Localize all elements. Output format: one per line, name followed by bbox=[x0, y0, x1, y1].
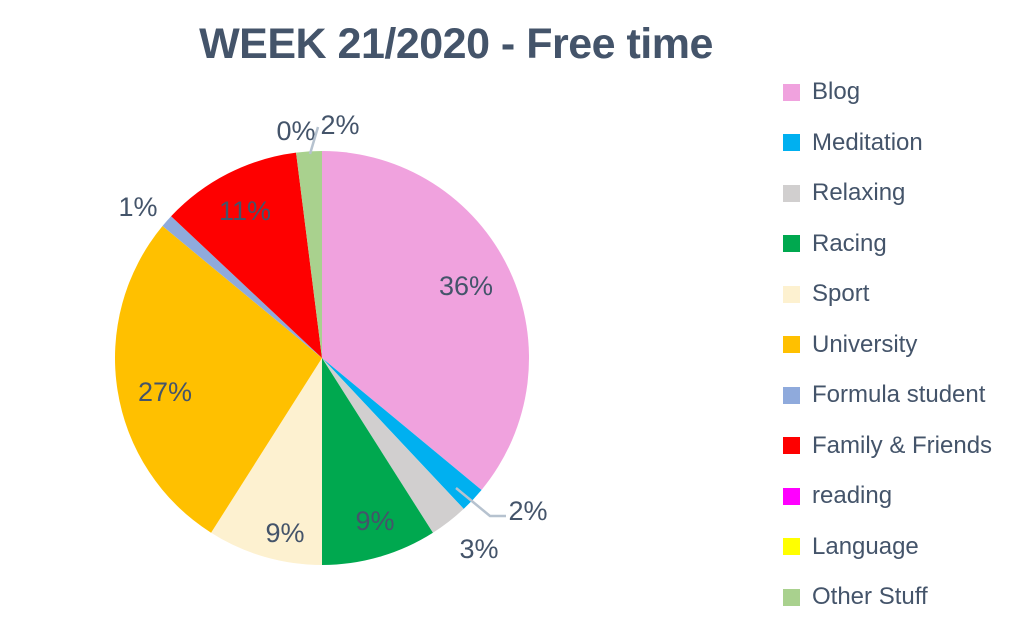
chart-title: WEEK 21/2020 - Free time bbox=[199, 20, 713, 68]
pie-slice-formula-student bbox=[162, 216, 322, 358]
legend-swatch-reading bbox=[783, 487, 800, 505]
legend-item-language: Language bbox=[783, 533, 1023, 561]
legend-item-sport: Sport bbox=[783, 280, 1023, 308]
pie-label-meditation: 2% bbox=[508, 496, 547, 526]
legend-swatch-sport bbox=[783, 285, 800, 303]
legend-label-reading: reading bbox=[812, 482, 893, 509]
legend-item-reading: reading bbox=[783, 482, 1023, 510]
legend-label-formula-student: Formula student bbox=[812, 381, 986, 408]
pie-label-family-friends: 11% bbox=[219, 196, 271, 226]
legend-swatch-racing bbox=[783, 235, 800, 252]
legend-swatch-formula-student bbox=[783, 386, 800, 404]
pie-label-blog: 36% bbox=[439, 271, 493, 301]
pie-label-relaxing: 3% bbox=[459, 534, 498, 564]
legend-label-language: Language bbox=[812, 532, 919, 560]
pie-slice-racing bbox=[322, 358, 433, 566]
legend-label-university: University bbox=[812, 330, 918, 358]
legend-item-meditation: Meditation bbox=[783, 129, 1023, 157]
pie-label-formula-student: 1% bbox=[118, 192, 157, 222]
legend-item-racing: Racing bbox=[783, 230, 1023, 258]
legend-label-relaxing: Relaxing bbox=[812, 179, 906, 206]
pie-slice-other-stuff bbox=[296, 151, 322, 358]
legend-label-racing: Racing bbox=[812, 229, 887, 257]
pie-slice-blog bbox=[322, 151, 530, 490]
legend-item-relaxing: Relaxing bbox=[783, 179, 1023, 207]
legend-swatch-meditation bbox=[783, 134, 800, 151]
legend-item-university: University bbox=[783, 331, 1023, 359]
legend-label-family-friends: Family & Friends bbox=[812, 431, 993, 459]
pie-slice-family-friends bbox=[171, 152, 322, 358]
legend-swatch-family-friends bbox=[783, 437, 800, 454]
legend-item-other-stuff: Other Stuff bbox=[783, 583, 1023, 611]
legend-swatch-relaxing bbox=[783, 184, 800, 202]
legend-swatch-language bbox=[783, 538, 800, 555]
pie-label-reading: 0% bbox=[276, 116, 315, 146]
legend-label-sport: Sport bbox=[812, 280, 870, 307]
legend: Blog Meditation Relaxing Racing Sport Univers… bbox=[783, 78, 1023, 634]
pie-slice-university bbox=[114, 226, 323, 533]
pie-label-university: 27% bbox=[138, 377, 192, 407]
legend-swatch-university bbox=[783, 336, 800, 353]
legend-swatch-blog bbox=[783, 83, 800, 101]
legend-item-blog: Blog bbox=[783, 78, 1023, 106]
leader-line-other-stuff bbox=[308, 126, 320, 155]
legend-label-blog: Blog bbox=[812, 78, 861, 105]
legend-item-formula-student: Formula student bbox=[783, 381, 1023, 409]
legend-label-meditation: Meditation bbox=[812, 128, 923, 156]
legend-label-other-stuff: Other Stuff bbox=[812, 583, 928, 610]
pie-slice-sport bbox=[211, 358, 322, 565]
pie-label-racing: 9% bbox=[355, 506, 394, 536]
pie-label-other-stuff: 2% bbox=[320, 110, 359, 140]
pie-slice-meditation bbox=[322, 358, 482, 509]
pie-label-sport: 9% bbox=[265, 518, 304, 548]
legend-swatch-other-stuff bbox=[783, 588, 800, 606]
legend-item-family-friends: Family & Friends bbox=[783, 432, 1023, 460]
pie-slice-relaxing bbox=[322, 358, 464, 533]
leader-line-meditation bbox=[455, 487, 506, 518]
